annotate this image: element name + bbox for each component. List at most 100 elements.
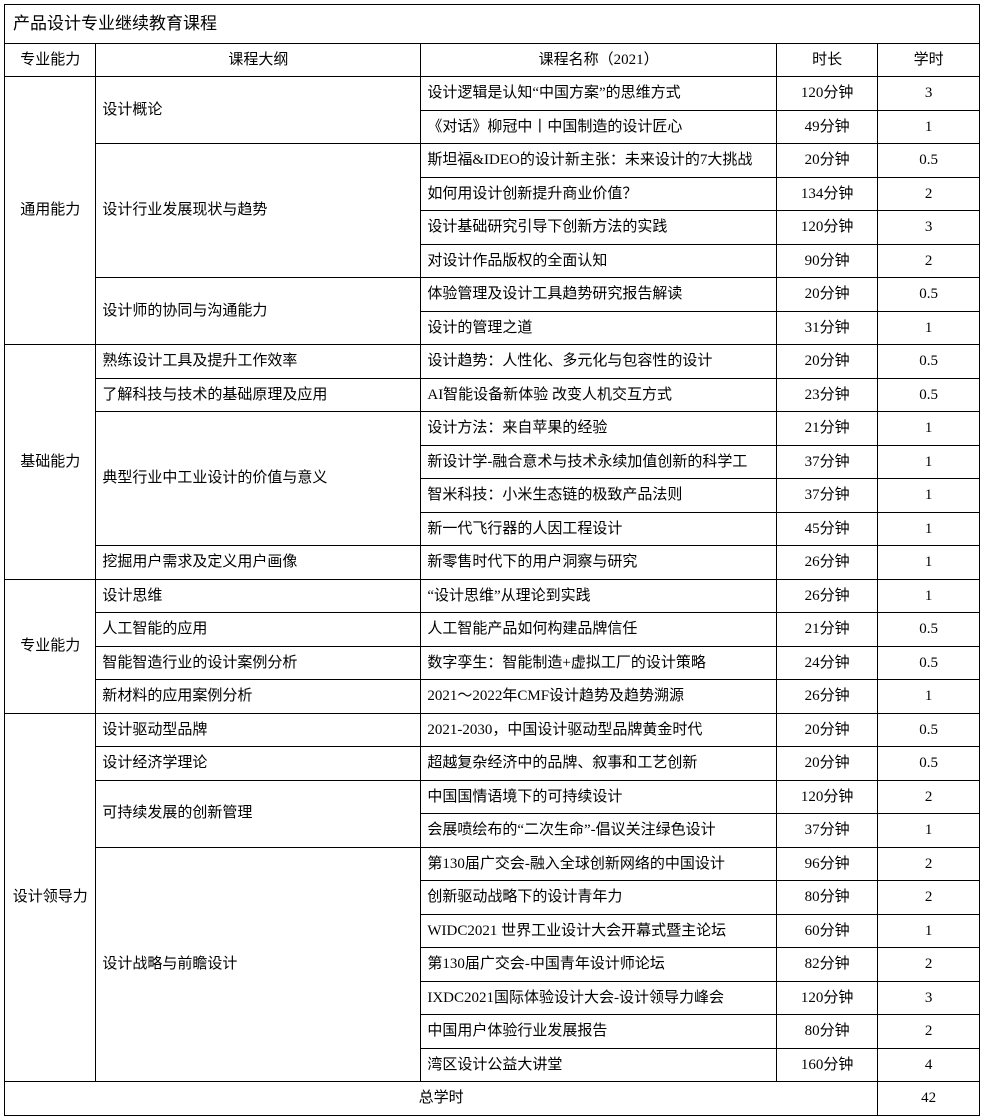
credit-cell: 3 [878, 981, 980, 1015]
outline-cell: 典型行业中工业设计的价值与意义 [96, 412, 421, 546]
credit-cell: 3 [878, 211, 980, 245]
credit-cell: 3 [878, 77, 980, 111]
duration-cell: 134分钟 [776, 177, 878, 211]
course-cell: 《对话》柳冠中丨中国制造的设计匠心 [421, 110, 776, 144]
total-value: 42 [878, 1082, 980, 1116]
credit-cell: 0.5 [878, 646, 980, 680]
course-cell: 体验管理及设计工具趋势研究报告解读 [421, 278, 776, 312]
course-cell: AI智能设备新体验 改变人机交互方式 [421, 378, 776, 412]
table-row: 可持续发展的创新管理中国国情语境下的可持续设计120分钟2 [5, 780, 980, 814]
table-row: 设计领导力设计驱动型品牌2021-2030，中国设计驱动型品牌黄金时代20分钟0… [5, 713, 980, 747]
course-cell: 设计方法：来自苹果的经验 [421, 412, 776, 446]
credit-cell: 1 [878, 110, 980, 144]
course-cell: 斯坦福&IDEO的设计新主张：未来设计的7大挑战 [421, 144, 776, 178]
duration-cell: 120分钟 [776, 981, 878, 1015]
credit-cell: 0.5 [878, 613, 980, 647]
header-row: 专业能力 课程大纲 课程名称（2021） 时长 学时 [5, 43, 980, 77]
outline-cell: 新材料的应用案例分析 [96, 680, 421, 714]
credit-cell: 4 [878, 1048, 980, 1082]
credit-cell: 0.5 [878, 747, 980, 781]
credit-cell: 1 [878, 579, 980, 613]
duration-cell: 26分钟 [776, 546, 878, 580]
ability-cell: 设计领导力 [5, 713, 96, 1082]
course-cell: 创新驱动战略下的设计青年力 [421, 881, 776, 915]
course-cell: 新零售时代下的用户洞察与研究 [421, 546, 776, 580]
table-row: 专业能力设计思维“设计思维”从理论到实践26分钟1 [5, 579, 980, 613]
credit-cell: 2 [878, 847, 980, 881]
credit-cell: 1 [878, 311, 980, 345]
duration-cell: 60分钟 [776, 914, 878, 948]
outline-cell: 设计战略与前瞻设计 [96, 847, 421, 1082]
credit-cell: 2 [878, 1015, 980, 1049]
duration-cell: 20分钟 [776, 345, 878, 379]
outline-cell: 设计行业发展现状与趋势 [96, 144, 421, 278]
course-cell: 对设计作品版权的全面认知 [421, 244, 776, 278]
course-cell: WIDC2021 世界工业设计大会开幕式暨主论坛 [421, 914, 776, 948]
table-row: 基础能力熟练设计工具及提升工作效率设计趋势：人性化、多元化与包容性的设计20分钟… [5, 345, 980, 379]
duration-cell: 82分钟 [776, 948, 878, 982]
outline-cell: 设计思维 [96, 579, 421, 613]
credit-cell: 1 [878, 445, 980, 479]
course-cell: 2021-2030，中国设计驱动型品牌黄金时代 [421, 713, 776, 747]
credit-cell: 1 [878, 479, 980, 513]
header-course: 课程名称（2021） [421, 43, 776, 77]
credit-cell: 0.5 [878, 278, 980, 312]
table-row: 设计经济学理论超越复杂经济中的品牌、叙事和工艺创新20分钟0.5 [5, 747, 980, 781]
credit-cell: 0.5 [878, 378, 980, 412]
duration-cell: 20分钟 [776, 713, 878, 747]
duration-cell: 21分钟 [776, 613, 878, 647]
course-cell: 会展喷绘布的“二次生命”-倡议关注绿色设计 [421, 814, 776, 848]
credit-cell: 2 [878, 948, 980, 982]
table-row: 通用能力设计概论设计逻辑是认知“中国方案”的思维方式120分钟3 [5, 77, 980, 111]
credit-cell: 0.5 [878, 345, 980, 379]
duration-cell: 80分钟 [776, 881, 878, 915]
duration-cell: 21分钟 [776, 412, 878, 446]
ability-cell: 专业能力 [5, 579, 96, 713]
duration-cell: 23分钟 [776, 378, 878, 412]
course-cell: 2021～2022年CMF设计趋势及趋势溯源 [421, 680, 776, 714]
credit-cell: 2 [878, 780, 980, 814]
duration-cell: 37分钟 [776, 445, 878, 479]
course-cell: 超越复杂经济中的品牌、叙事和工艺创新 [421, 747, 776, 781]
outline-cell: 设计经济学理论 [96, 747, 421, 781]
duration-cell: 20分钟 [776, 747, 878, 781]
duration-cell: 90分钟 [776, 244, 878, 278]
credit-cell: 2 [878, 881, 980, 915]
duration-cell: 96分钟 [776, 847, 878, 881]
header-outline: 课程大纲 [96, 43, 421, 77]
title-row: 产品设计专业继续教育课程 [5, 5, 980, 44]
table-row: 设计行业发展现状与趋势斯坦福&IDEO的设计新主张：未来设计的7大挑战20分钟0… [5, 144, 980, 178]
course-cell: 新一代飞行器的人因工程设计 [421, 512, 776, 546]
course-cell: 第130届广交会-融入全球创新网络的中国设计 [421, 847, 776, 881]
credit-cell: 1 [878, 412, 980, 446]
outline-cell: 人工智能的应用 [96, 613, 421, 647]
duration-cell: 160分钟 [776, 1048, 878, 1082]
course-cell: 中国国情语境下的可持续设计 [421, 780, 776, 814]
table-row: 智能智造行业的设计案例分析数字孪生：智能制造+虚拟工厂的设计策略24分钟0.5 [5, 646, 980, 680]
course-cell: IXDC2021国际体验设计大会-设计领导力峰会 [421, 981, 776, 1015]
course-cell: 如何用设计创新提升商业价值？ [421, 177, 776, 211]
page-title: 产品设计专业继续教育课程 [5, 5, 980, 44]
course-cell: 设计逻辑是认知“中国方案”的思维方式 [421, 77, 776, 111]
duration-cell: 37分钟 [776, 479, 878, 513]
outline-cell: 设计师的协同与沟通能力 [96, 278, 421, 345]
outline-cell: 了解科技与技术的基础原理及应用 [96, 378, 421, 412]
course-cell: 智米科技：小米生态链的极致产品法则 [421, 479, 776, 513]
course-cell: 第130届广交会-中国青年设计师论坛 [421, 948, 776, 982]
duration-cell: 120分钟 [776, 211, 878, 245]
course-cell: 中国用户体验行业发展报告 [421, 1015, 776, 1049]
credit-cell: 0.5 [878, 713, 980, 747]
header-ability: 专业能力 [5, 43, 96, 77]
duration-cell: 120分钟 [776, 77, 878, 111]
credit-cell: 1 [878, 914, 980, 948]
total-label: 总学时 [5, 1082, 878, 1116]
table-row: 人工智能的应用人工智能产品如何构建品牌信任21分钟0.5 [5, 613, 980, 647]
course-cell: 数字孪生：智能制造+虚拟工厂的设计策略 [421, 646, 776, 680]
duration-cell: 26分钟 [776, 680, 878, 714]
outline-cell: 熟练设计工具及提升工作效率 [96, 345, 421, 379]
credit-cell: 1 [878, 680, 980, 714]
course-cell: 设计的管理之道 [421, 311, 776, 345]
course-cell: 设计趋势：人性化、多元化与包容性的设计 [421, 345, 776, 379]
duration-cell: 37分钟 [776, 814, 878, 848]
duration-cell: 20分钟 [776, 278, 878, 312]
